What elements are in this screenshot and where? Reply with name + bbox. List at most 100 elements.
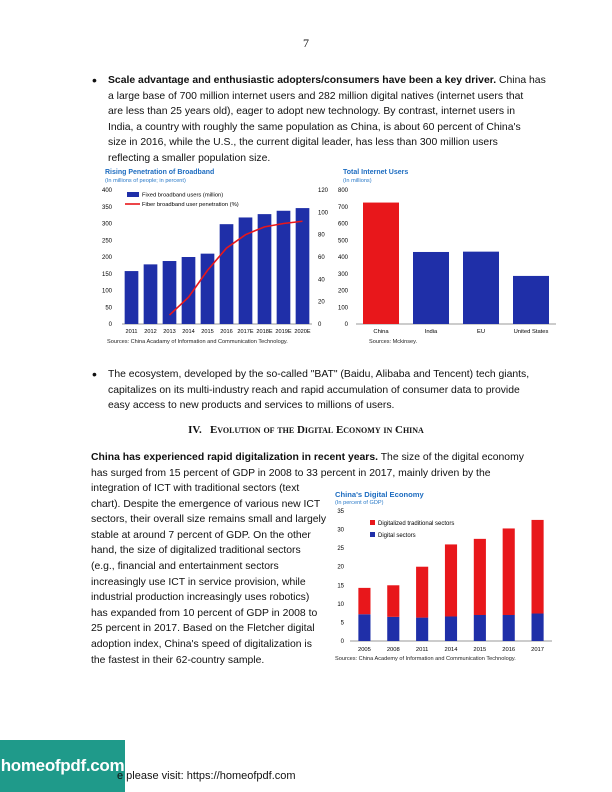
broadband-chart: 0 50 100 150 200 250 300 350 400 0 20 40 60 80 100 120 2… <box>102 188 329 335</box>
chart1-subtitle: (In millions of people; in percent) <box>105 178 186 184</box>
left-tick-label: 300 <box>102 222 113 228</box>
left-tick-label: 0 <box>109 322 113 328</box>
left-tick-label: 50 <box>105 305 112 311</box>
section-title: Evolution of the Digital Economy in Chin… <box>209 424 424 436</box>
bar-digital-sectors <box>531 613 544 641</box>
right-tick-label: 20 <box>318 300 325 306</box>
bar-digital-sectors <box>358 614 371 641</box>
body-line: adoption index, China's speed of digital… <box>91 638 312 650</box>
body-paragraph-narrow: integration of ICT with traditional sect… <box>91 481 331 668</box>
right-tick-label: 0 <box>318 322 322 328</box>
bullet2-line: easy access to new products and services… <box>108 400 395 412</box>
bar-fixed-broadband <box>257 214 272 324</box>
bullet1-line: size in 2016, while the U.S., the curren… <box>108 137 498 149</box>
body-line: the fastest in their 62-country sample. <box>91 654 265 666</box>
left-tick-label: 150 <box>102 272 113 278</box>
body-line: hand, the size of digitalized traditiona… <box>91 545 301 557</box>
digital-economy-chart: 0 5 10 15 20 25 30 35 2005 2008 2011 2014 2015 2016 20… <box>337 509 552 653</box>
y-tick-label: 800 <box>338 188 349 194</box>
right-tick-label: 120 <box>318 188 329 194</box>
internet-users-chart: 0 100 200 300 400 500 600 700 800 China India EU Uni… <box>338 188 556 335</box>
y-tick-label: 100 <box>338 305 349 311</box>
body-paragraph: China has experienced rapid digitalizati… <box>91 450 541 481</box>
bullet-marker: • <box>92 72 97 88</box>
bullet2-paragraph: The ecosystem, developed by the so-calle… <box>108 367 548 414</box>
body-line: The size of the digital economy <box>378 452 524 463</box>
x-tick-label: 2017E <box>237 329 253 335</box>
y-tick-label: 0 <box>341 639 345 645</box>
site-logo[interactable]: homeofpdf.com <box>0 740 125 792</box>
bar-fixed-broadband <box>181 257 196 324</box>
y-tick-label: 700 <box>338 205 349 211</box>
bullet-marker: • <box>92 366 97 382</box>
chart3-source: Sources: China Academy of Information an… <box>335 656 516 662</box>
section-number: IV. <box>188 424 202 436</box>
bar-fixed-broadband <box>162 261 177 324</box>
left-tick-label: 400 <box>102 188 113 194</box>
bullet1-line: India, a country with roughly the same p… <box>108 121 521 133</box>
right-tick-label: 60 <box>318 255 325 261</box>
x-tick-label: 2013 <box>163 329 175 335</box>
bar-internet-users <box>413 251 449 324</box>
y-tick-label: 30 <box>337 528 344 534</box>
x-tick-label: 2012 <box>144 329 156 335</box>
bar-internet-users <box>363 202 399 324</box>
chart2-title: Total Internet Users <box>343 169 409 176</box>
x-tick-label: 2014 <box>182 329 194 335</box>
left-tick-label: 100 <box>102 289 113 295</box>
bar-fixed-broadband <box>143 264 158 324</box>
chart1-title: Rising Penetration of Broadband <box>105 169 215 176</box>
bar-fixed-broadband <box>200 253 215 324</box>
bullet1-line: are less than 25 years old), eager to ad… <box>108 106 516 118</box>
body-line: 25 percent in 2017. Based on the Fletche… <box>91 623 315 635</box>
x-tick-label: 2020E <box>294 329 310 335</box>
y-tick-label: 0 <box>345 322 349 328</box>
body-bold: China has experienced rapid digitalizati… <box>91 452 378 463</box>
y-tick-label: 500 <box>338 238 349 244</box>
x-tick-label: EU <box>477 329 485 335</box>
left-tick-label: 200 <box>102 255 113 261</box>
chart3-subtitle: (In percent of GDP) <box>335 500 384 506</box>
bar-digitalized-traditional <box>358 587 371 615</box>
legend-label: Digital sectors <box>378 533 416 539</box>
x-tick-label: 2019E <box>275 329 291 335</box>
x-tick-label: United States <box>514 329 549 335</box>
y-tick-label: 600 <box>338 222 349 228</box>
footer-link[interactable]: e please visit: https://homeofpdf.com <box>117 770 296 782</box>
bullet1-paragraph: Scale advantage and enthusiastic adopter… <box>108 73 548 167</box>
x-tick-label: 2017 <box>531 647 544 653</box>
x-tick-label: China <box>373 329 389 335</box>
legend-label: Fixed broadband users (million) <box>142 193 223 199</box>
y-tick-label: 10 <box>337 602 344 608</box>
left-tick-label: 350 <box>102 205 113 211</box>
bar-digital-sectors <box>473 615 486 641</box>
body-line: has expanded from 10 percent of GDP in 2… <box>91 607 318 619</box>
body-line: industrial production increasingly uses … <box>91 592 310 604</box>
bar-internet-users <box>463 251 499 324</box>
chart1-source: Sources: China Acadamy of Information an… <box>107 339 288 345</box>
x-tick-label: 2011 <box>416 647 428 653</box>
bar-digitalized-traditional <box>502 528 515 615</box>
bar-digitalized-traditional <box>473 538 486 615</box>
line-fiber-penetration <box>168 220 303 316</box>
right-tick-label: 80 <box>318 233 325 239</box>
right-tick-label: 100 <box>318 210 329 216</box>
y-tick-label: 400 <box>338 255 349 261</box>
x-tick-label: 2016 <box>502 647 515 653</box>
bar-internet-users <box>513 275 549 324</box>
bullet1-line: China has <box>496 75 546 86</box>
bar-fixed-broadband <box>295 208 310 324</box>
bar-fixed-broadband <box>276 210 291 324</box>
body-line: increasingly use ICT in service provisio… <box>91 576 306 588</box>
bar-fixed-broadband <box>124 271 139 324</box>
bar-digital-sectors <box>444 616 458 641</box>
bar-digital-sectors <box>502 615 515 641</box>
y-tick-label: 35 <box>337 509 344 515</box>
bar-digital-sectors <box>387 616 400 641</box>
x-tick-label: India <box>425 329 438 335</box>
legend-label: Digitalized traditional sectors <box>378 521 454 527</box>
x-tick-label: 2014 <box>445 647 459 653</box>
y-tick-label: 300 <box>338 272 349 278</box>
body-line: integration of ICT with traditional sect… <box>91 483 300 494</box>
page-number: 7 <box>303 36 309 50</box>
